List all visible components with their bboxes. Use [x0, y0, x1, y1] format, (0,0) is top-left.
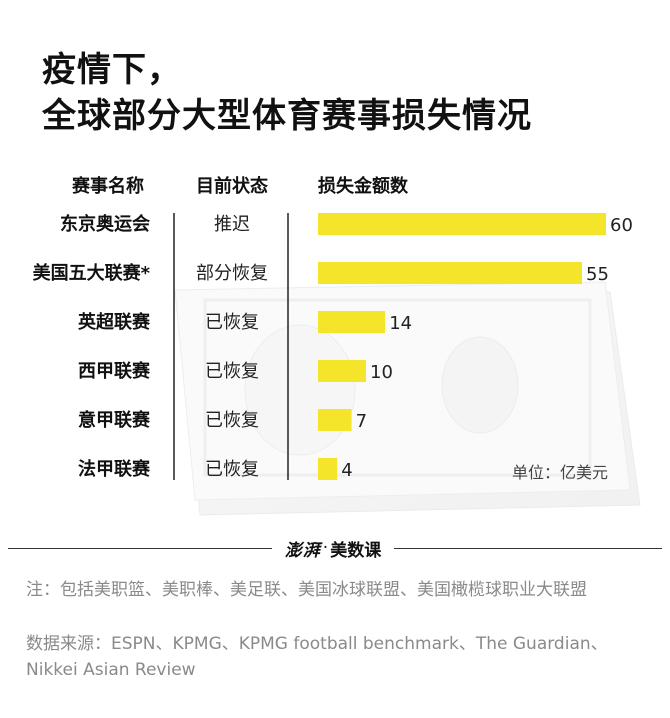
bar	[318, 262, 582, 284]
value-label: 7	[356, 411, 367, 432]
title-line-1: 疫情下，	[42, 50, 182, 90]
title-line-2: 全球部分大型体育赛事损失情况	[42, 96, 532, 136]
value-label: 60	[610, 215, 633, 236]
category-label: 西甲联赛	[78, 360, 151, 382]
bar	[318, 458, 338, 480]
header-loss: 损失金额数	[318, 176, 408, 197]
bar	[318, 311, 386, 333]
status-label: 已恢复	[205, 361, 259, 382]
status-label: 已恢复	[205, 312, 259, 333]
logo-dot: ·	[322, 538, 329, 558]
category-label: 法甲联赛	[78, 458, 151, 480]
bar	[318, 360, 366, 382]
category-label: 东京奥运会	[60, 213, 150, 235]
status-label: 推迟	[214, 214, 250, 235]
category-label: 美国五大联赛*	[33, 262, 151, 284]
logo-text: 美数课	[330, 540, 382, 561]
value-label: 10	[370, 362, 393, 383]
bar	[318, 409, 352, 431]
unit-label: 单位：亿美元	[512, 463, 608, 482]
category-label: 英超联赛	[77, 311, 151, 333]
value-label: 55	[586, 264, 609, 285]
footer-divider-right	[394, 548, 662, 549]
value-label: 14	[389, 313, 412, 334]
category-label: 意甲联赛	[78, 409, 151, 431]
status-label: 已恢复	[205, 459, 259, 480]
header-event: 赛事名称	[72, 176, 144, 197]
footer-divider-left	[8, 548, 272, 549]
status-label: 已恢复	[205, 410, 259, 431]
logo: 澎湃 · 美数课	[272, 533, 394, 563]
value-label: 4	[341, 460, 352, 481]
data-source: 数据来源：ESPN、KPMG、KPMG football benchmark、T…	[26, 634, 608, 680]
bar	[318, 213, 606, 235]
footnote: 注：包括美职篮、美职棒、美足联、美国冰球联盟、美国橄榄球职业大联盟	[26, 580, 587, 600]
status-label: 部分恢复	[196, 263, 268, 284]
header-status: 目前状态	[196, 176, 268, 197]
logo-mark: 澎湃	[284, 540, 321, 561]
